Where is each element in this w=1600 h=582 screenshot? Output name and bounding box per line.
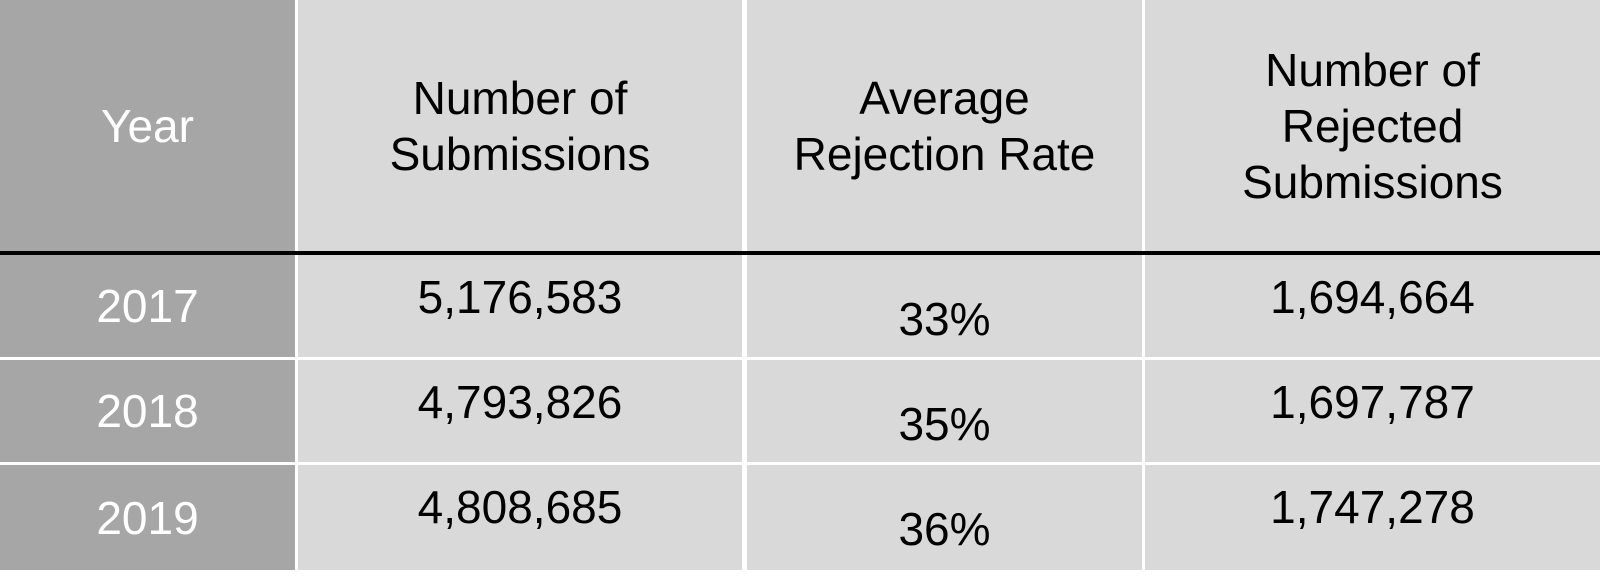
header-cell: Number of Rejected Submissions <box>1145 0 1600 251</box>
data-cell: 36% <box>747 465 1142 570</box>
year-cell: 2018 <box>0 360 295 462</box>
data-cell: 4,808,685 <box>298 465 742 570</box>
data-cell: 1,697,787 <box>1145 360 1600 462</box>
data-cell: 33% <box>747 255 1142 357</box>
header-rule <box>0 251 1600 255</box>
data-cell: 1,694,664 <box>1145 255 1600 357</box>
data-cell: 5,176,583 <box>298 255 742 357</box>
header-text: Number of Rejected Submissions <box>1242 43 1503 208</box>
header-text: Average Rejection Rate <box>793 71 1096 180</box>
data-cell: 1,747,278 <box>1145 465 1600 570</box>
year-cell: 2019 <box>0 465 295 570</box>
header-text: Number of Submissions <box>389 71 651 180</box>
header-cell: Number of Submissions <box>298 0 742 251</box>
year-cell: 2017 <box>0 255 295 357</box>
data-cell: 35% <box>747 360 1142 462</box>
header-text: Year <box>101 99 194 152</box>
data-cell: 4,793,826 <box>298 360 742 462</box>
header-cell: Average Rejection Rate <box>747 0 1142 251</box>
header-cell: Year <box>0 0 295 251</box>
